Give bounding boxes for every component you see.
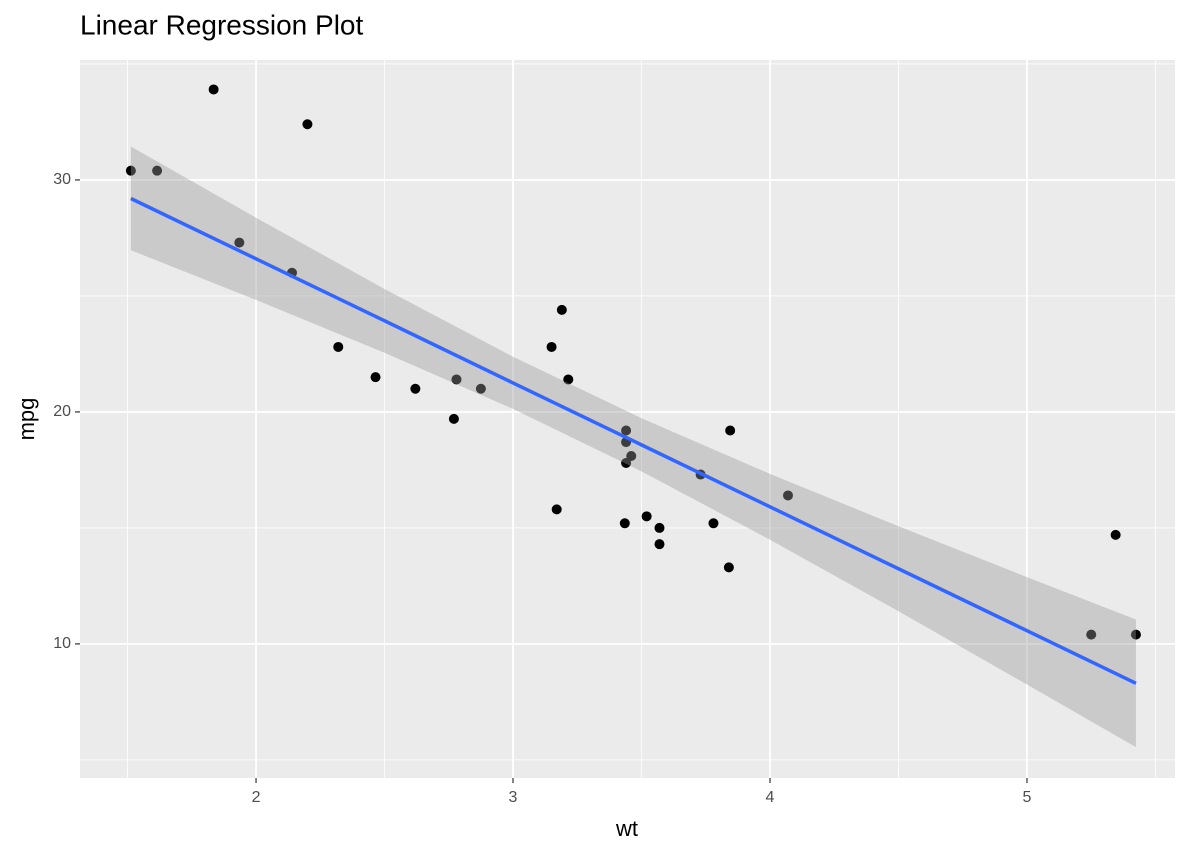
point <box>1130 629 1141 640</box>
point <box>125 165 136 176</box>
point <box>556 304 567 315</box>
x-tick-label: 5 <box>1023 789 1032 806</box>
point <box>654 522 665 533</box>
point <box>152 165 163 176</box>
point <box>654 539 665 550</box>
point <box>208 84 219 95</box>
fit-line <box>130 196 1137 685</box>
point <box>302 119 313 130</box>
point <box>723 562 734 573</box>
y-axis-label: mpg <box>14 398 39 441</box>
point <box>234 237 245 248</box>
confidence-band <box>130 146 1136 748</box>
x-axis-label: wt <box>615 816 638 841</box>
point <box>563 374 574 385</box>
point <box>782 490 793 501</box>
point <box>370 372 381 383</box>
point <box>621 457 632 468</box>
marks <box>125 84 1141 748</box>
y-tick-label: 30 <box>53 171 71 188</box>
point <box>725 425 736 436</box>
point <box>1086 629 1097 640</box>
y-tick-label: 10 <box>53 635 71 652</box>
point <box>708 518 719 529</box>
point <box>451 374 462 385</box>
point <box>333 341 344 352</box>
point <box>1110 529 1121 540</box>
point <box>475 383 486 394</box>
point <box>621 425 632 436</box>
grid: 2 3 4 5 10 20 30 <box>53 60 1175 806</box>
point <box>546 341 557 352</box>
point <box>641 511 652 522</box>
point <box>626 451 637 462</box>
x-tick-label: 3 <box>509 789 518 806</box>
y-tick-label: 20 <box>53 403 71 420</box>
chart-title: Linear Regression Plot <box>80 9 363 40</box>
point <box>619 518 630 529</box>
point <box>551 504 562 515</box>
point <box>448 413 459 424</box>
x-tick-label: 2 <box>252 789 261 806</box>
point <box>410 383 421 394</box>
x-tick-label: 4 <box>766 789 775 806</box>
